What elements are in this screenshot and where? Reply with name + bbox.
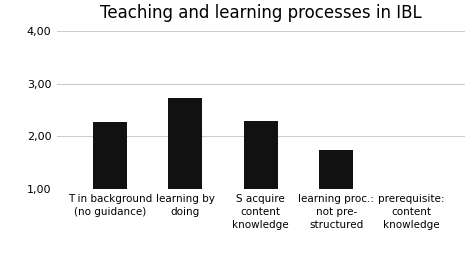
Bar bbox=[244, 121, 278, 189]
Bar bbox=[93, 122, 127, 189]
Bar bbox=[168, 98, 202, 189]
Bar bbox=[319, 150, 353, 189]
Title: Teaching and learning processes in IBL: Teaching and learning processes in IBL bbox=[100, 4, 421, 21]
